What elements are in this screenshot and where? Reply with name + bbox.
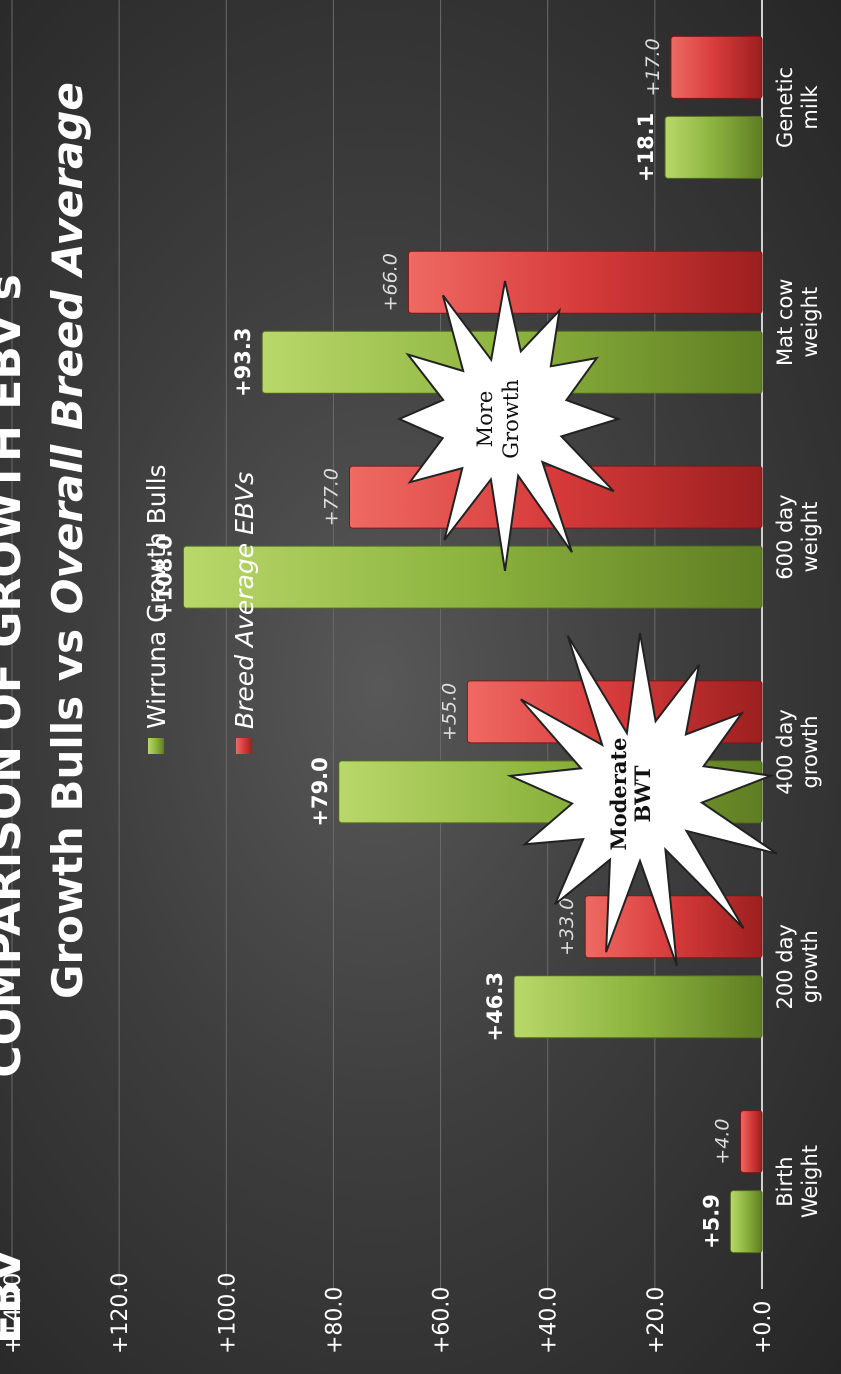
value-label-wirruna: +93.3 bbox=[231, 328, 255, 397]
callout-moderate-bwt: Moderate BWT bbox=[506, 632, 778, 967]
y-tick-label: +80.0 bbox=[322, 1287, 347, 1354]
bar-wirruna bbox=[664, 115, 763, 179]
y-tick-label: +60.0 bbox=[430, 1287, 455, 1354]
value-label-breed: +77.0 bbox=[321, 468, 343, 526]
value-label-wirruna: +79.0 bbox=[308, 757, 332, 826]
subtitle-part1: Growth Bulls vs bbox=[43, 614, 92, 999]
category-label: 400 daygrowth bbox=[773, 709, 822, 794]
value-label-breed: +66.0 bbox=[379, 253, 401, 311]
value-label-wirruna: +108.0 bbox=[152, 535, 176, 619]
callout-more-growth: More Growth bbox=[396, 280, 622, 571]
y-tick-label: +40.0 bbox=[537, 1287, 562, 1354]
starburst-shape bbox=[506, 632, 778, 967]
callout-more-line2: Growth bbox=[499, 379, 523, 458]
category-label: Geneticmilk bbox=[773, 67, 822, 148]
category-label: Mat cowweight bbox=[773, 279, 822, 366]
value-label-breed: +33.0 bbox=[556, 898, 578, 956]
legend-swatch-wirruna bbox=[148, 738, 164, 754]
legend: Wirruna Growth Bulls Breed Average EBVs bbox=[142, 464, 259, 754]
legend-label-breed: Breed Average EBVs bbox=[230, 472, 259, 729]
callout-moderate-line2: BWT bbox=[630, 765, 655, 822]
starburst-shape bbox=[396, 280, 622, 571]
y-tick-label: +120.0 bbox=[108, 1273, 133, 1354]
value-label-breed: +17.0 bbox=[642, 38, 664, 96]
bar-wirruna bbox=[182, 545, 763, 609]
title-main: COMPARISON OF GROWTH EBV's bbox=[0, 274, 31, 1078]
value-label-breed: +55.0 bbox=[438, 683, 460, 741]
bars bbox=[182, 35, 763, 1254]
y-axis-ticks: +0.0 +20.0 +40.0 +60.0 +80.0 +100.0 +120.0 +140… bbox=[1, 1273, 776, 1354]
chart-title: EBV COMPARISON OF GROWTH EBV's bbox=[0, 274, 31, 1344]
y-tick-label: +100.0 bbox=[215, 1273, 240, 1354]
value-label-wirruna: +18.1 bbox=[634, 113, 658, 182]
category-label: 200 daygrowth bbox=[773, 924, 822, 1009]
bar-wirruna bbox=[513, 975, 763, 1039]
callout-more-line1: More bbox=[473, 391, 497, 448]
y-tick-label: +20.0 bbox=[644, 1287, 669, 1354]
bar-breed-average bbox=[740, 1110, 763, 1174]
category-label: BirthWeight bbox=[773, 1145, 822, 1218]
y-tick-label: +0.0 bbox=[751, 1301, 776, 1354]
value-label-wirruna: +5.9 bbox=[699, 1194, 723, 1249]
subtitle-part2: Overall Breed Average bbox=[43, 82, 92, 614]
bar-breed-average bbox=[670, 35, 763, 99]
bar-breed-average bbox=[407, 250, 763, 314]
category-label: 600 dayweight bbox=[773, 494, 822, 579]
title-prefix: EBV bbox=[0, 1248, 31, 1344]
value-label-wirruna: +46.3 bbox=[483, 972, 507, 1041]
chart-subtitle: Growth Bulls vs Overall Breed Average bbox=[43, 82, 92, 999]
y-tick-label: +140.0 bbox=[1, 1273, 26, 1354]
category-labels: BirthWeight 200 daygrowth 400 daygrowth 600… bbox=[773, 67, 822, 1218]
legend-label-wirruna: Wirruna Growth Bulls bbox=[142, 464, 171, 729]
bar-wirruna bbox=[729, 1190, 763, 1254]
value-label-breed: +4.0 bbox=[712, 1119, 734, 1165]
gridlines bbox=[11, 0, 656, 1289]
bar-value-labels: +5.9 +4.0 +46.3 +33.0 +79.0 +55.0 +108.0 +77.0 +… bbox=[152, 38, 733, 1249]
legend-swatch-breed bbox=[236, 738, 252, 754]
callout-moderate-line1: Moderate bbox=[606, 737, 631, 850]
